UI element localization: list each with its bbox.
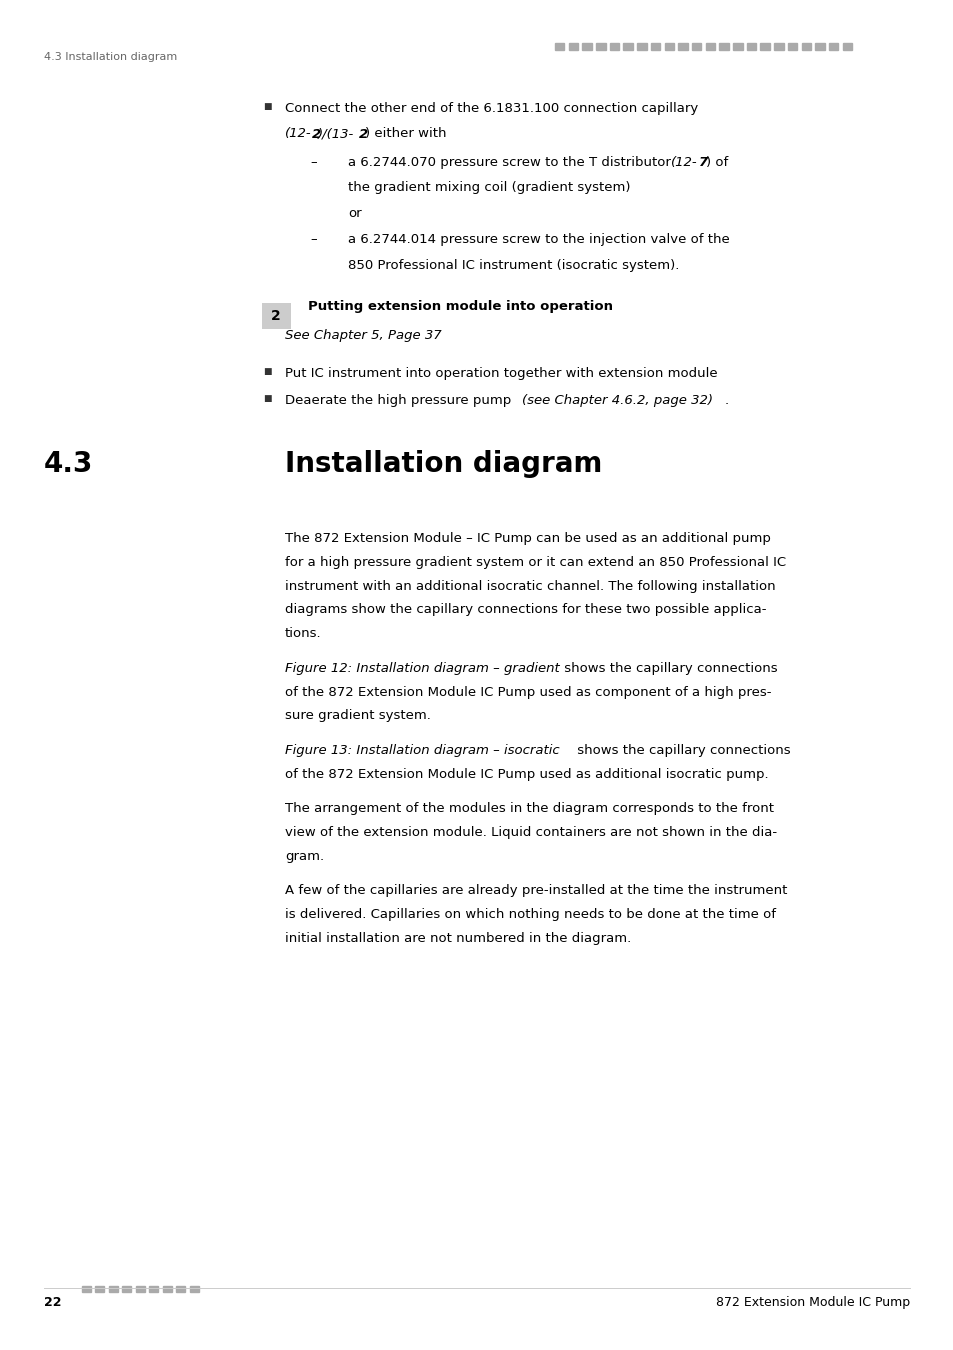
Text: is delivered. Capillaries on which nothing needs to be done at the time of: is delivered. Capillaries on which nothi… <box>285 909 775 921</box>
Bar <box>760 43 769 50</box>
Bar <box>828 43 838 50</box>
Bar <box>82 1287 91 1292</box>
Bar <box>190 1287 199 1292</box>
Text: Putting extension module into operation: Putting extension module into operation <box>308 300 613 313</box>
Text: The 872 Extension Module – IC Pump can be used as an additional pump: The 872 Extension Module – IC Pump can b… <box>285 532 770 545</box>
Text: The arrangement of the modules in the diagram corresponds to the front: The arrangement of the modules in the di… <box>285 802 773 815</box>
Bar <box>732 43 741 50</box>
Text: A few of the capillaries are already pre-installed at the time the instrument: A few of the capillaries are already pre… <box>285 884 786 898</box>
Bar <box>150 1287 158 1292</box>
Bar <box>719 43 728 50</box>
Text: a 6.2744.070 pressure screw to the T distributor: a 6.2744.070 pressure screw to the T dis… <box>348 155 675 169</box>
Text: 4.3 Installation diagram: 4.3 Installation diagram <box>44 53 177 62</box>
Text: Installation diagram: Installation diagram <box>285 450 601 478</box>
Text: of the 872 Extension Module IC Pump used as additional isocratic pump.: of the 872 Extension Module IC Pump used… <box>285 768 768 780</box>
Text: 2: 2 <box>271 309 281 323</box>
Bar <box>774 43 782 50</box>
Text: –: – <box>310 155 316 169</box>
Bar <box>568 43 578 50</box>
Bar <box>581 43 591 50</box>
Text: or: or <box>348 207 361 220</box>
Text: .: . <box>724 394 728 406</box>
Bar <box>650 43 659 50</box>
Text: 4.3: 4.3 <box>44 450 93 478</box>
Text: a 6.2744.014 pressure screw to the injection valve of the: a 6.2744.014 pressure screw to the injec… <box>348 234 729 246</box>
Bar <box>664 43 674 50</box>
Text: Figure 13: Installation diagram – isocratic: Figure 13: Installation diagram – isocra… <box>285 744 559 757</box>
Text: 2: 2 <box>358 127 368 140</box>
Bar <box>609 43 618 50</box>
Text: for a high pressure gradient system or it can extend an 850 Professional IC: for a high pressure gradient system or i… <box>285 556 785 568</box>
Text: )/(13-: )/(13- <box>317 127 354 140</box>
Bar <box>262 302 291 328</box>
Text: Figure 12: Installation diagram – gradient: Figure 12: Installation diagram – gradie… <box>285 662 559 675</box>
Text: –: – <box>310 234 316 246</box>
Text: (12-: (12- <box>285 127 312 140</box>
Bar <box>691 43 700 50</box>
Bar <box>637 43 646 50</box>
Bar <box>787 43 797 50</box>
Bar <box>746 43 756 50</box>
Text: the gradient mixing coil (gradient system): the gradient mixing coil (gradient syste… <box>348 181 630 194</box>
Text: shows the capillary connections: shows the capillary connections <box>558 662 777 675</box>
Text: diagrams show the capillary connections for these two possible applica-: diagrams show the capillary connections … <box>285 603 765 617</box>
Bar <box>136 1287 145 1292</box>
Text: ■: ■ <box>263 103 272 111</box>
Bar <box>841 43 851 50</box>
Text: 850 Professional IC instrument (isocratic system).: 850 Professional IC instrument (isocrati… <box>348 259 679 271</box>
Text: sure gradient system.: sure gradient system. <box>285 709 431 722</box>
Bar <box>95 1287 105 1292</box>
Text: ) either with: ) either with <box>365 127 446 140</box>
Text: of the 872 Extension Module IC Pump used as component of a high pres-: of the 872 Extension Module IC Pump used… <box>285 686 771 698</box>
Bar <box>623 43 633 50</box>
Text: See Chapter 5, Page 37: See Chapter 5, Page 37 <box>285 329 441 342</box>
Bar <box>163 1287 172 1292</box>
Bar <box>678 43 687 50</box>
Text: ■: ■ <box>263 394 272 402</box>
Bar <box>596 43 605 50</box>
Text: view of the extension module. Liquid containers are not shown in the dia-: view of the extension module. Liquid con… <box>285 826 777 838</box>
Bar <box>815 43 824 50</box>
Text: 2: 2 <box>312 127 321 140</box>
Text: (see Chapter 4.6.2, page 32): (see Chapter 4.6.2, page 32) <box>521 394 712 406</box>
Text: Deaerate the high pressure pump: Deaerate the high pressure pump <box>285 394 515 406</box>
Text: ■: ■ <box>263 367 272 377</box>
Bar <box>705 43 715 50</box>
Text: initial installation are not numbered in the diagram.: initial installation are not numbered in… <box>285 931 631 945</box>
Text: instrument with an additional isocratic channel. The following installation: instrument with an additional isocratic … <box>285 579 775 593</box>
Text: Put IC instrument into operation together with extension module: Put IC instrument into operation togethe… <box>285 367 717 381</box>
Text: tions.: tions. <box>285 628 321 640</box>
Text: 22: 22 <box>44 1296 61 1310</box>
Text: (12-: (12- <box>670 155 697 169</box>
Text: ) of: ) of <box>705 155 727 169</box>
Bar <box>555 43 564 50</box>
Text: gram.: gram. <box>285 849 324 863</box>
Bar <box>109 1287 118 1292</box>
Text: 872 Extension Module IC Pump: 872 Extension Module IC Pump <box>715 1296 909 1310</box>
Text: 7: 7 <box>699 155 707 169</box>
Text: shows the capillary connections: shows the capillary connections <box>573 744 790 757</box>
Bar <box>122 1287 132 1292</box>
Bar <box>176 1287 185 1292</box>
Text: Connect the other end of the 6.1831.100 connection capillary: Connect the other end of the 6.1831.100 … <box>285 103 698 115</box>
Bar <box>801 43 810 50</box>
